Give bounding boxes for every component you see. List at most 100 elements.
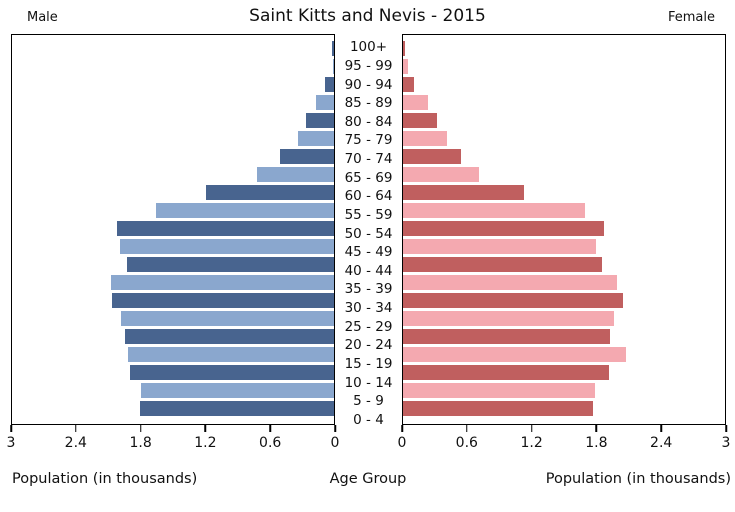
female-bar [403, 40, 406, 56]
female-bar-row [403, 201, 725, 219]
age-group-label: 50 - 54 [344, 225, 393, 242]
age-group-label: 60 - 64 [344, 188, 393, 205]
female-bar [403, 112, 438, 128]
male-bar-row [12, 238, 334, 256]
female-bar-row [403, 57, 725, 75]
x-axis-tick-label: 2.4 [650, 435, 673, 451]
female-bar-row [403, 364, 725, 382]
male-bar-row [12, 93, 334, 111]
male-bar-row [12, 39, 334, 57]
age-group-label: 65 - 69 [344, 169, 393, 186]
male-bar [121, 311, 334, 327]
female-bar-row [403, 219, 725, 237]
male-bar-row [12, 147, 334, 165]
female-bar-row [403, 238, 725, 256]
female-bar [403, 365, 610, 381]
age-group-label: 95 - 99 [344, 57, 393, 74]
male-bar [325, 76, 334, 92]
male-bar-row [12, 382, 334, 400]
x-axis-tick [334, 425, 336, 432]
female-bar-row [403, 129, 725, 147]
female-bar [403, 347, 627, 363]
x-axis-tick [595, 425, 598, 432]
female-axis-caption: Population (in thousands) [545, 471, 731, 487]
female-bar [403, 311, 615, 327]
male-side-label: Male [27, 10, 58, 25]
male-bar-row [12, 183, 334, 201]
female-bar [403, 166, 480, 182]
female-bar [403, 257, 602, 273]
x-axis-tick [401, 425, 403, 432]
age-group-labels: 100+ 95 - 99 90 - 94 85 - 89 80 - 84 75 - 79 7… [336, 34, 401, 435]
female-bar-row [403, 256, 725, 274]
female-bar [403, 184, 525, 200]
male-bar-row [12, 129, 334, 147]
age-group-label: 0 - 4 [353, 411, 384, 428]
female-bar [403, 293, 624, 309]
x-axis-tick-label: 3 [6, 435, 16, 451]
female-bar-row [403, 328, 725, 346]
x-axis-tick [660, 425, 662, 432]
male-bar [126, 257, 334, 273]
male-bar [306, 112, 334, 128]
male-bar-row [12, 346, 334, 364]
male-bar-row [12, 219, 334, 237]
male-bars-panel [11, 34, 335, 425]
x-axis-tick-label: 1.8 [585, 435, 608, 451]
female-bar-row [403, 165, 725, 183]
female-bar [403, 148, 461, 164]
x-axis-tick-label: 1.2 [520, 435, 543, 451]
male-bar-row [12, 274, 334, 292]
male-bar [332, 58, 334, 74]
male-bar [111, 293, 334, 309]
x-axis-tick-label: 3 [721, 435, 731, 451]
x-axis-tick [75, 425, 77, 432]
female-bar-row [403, 382, 725, 400]
chart-title: Saint Kitts and Nevis - 2015 [249, 6, 486, 26]
x-axis-tick-label: 0 [397, 435, 407, 451]
x-axis-tick-label: 2.4 [64, 435, 87, 451]
female-bar [403, 58, 409, 74]
x-axis-tick-label: 1.2 [194, 435, 217, 451]
female-bar-row [403, 310, 725, 328]
male-bar [280, 148, 334, 164]
age-group-label: 40 - 44 [344, 262, 393, 279]
x-axis-tick-label: 0 [330, 435, 340, 451]
male-bar-row [12, 292, 334, 310]
male-bar-row [12, 328, 334, 346]
male-bar [140, 383, 334, 399]
male-bar-row [12, 256, 334, 274]
male-bar-row [12, 400, 334, 418]
age-group-label: 45 - 49 [344, 244, 393, 261]
male-bar [139, 401, 334, 417]
x-axis-tick [530, 425, 533, 432]
age-group-label: 70 - 74 [344, 151, 393, 168]
male-bar-row [12, 364, 334, 382]
age-group-label: 80 - 84 [344, 113, 393, 130]
age-group-label: 5 - 9 [353, 393, 384, 410]
x-axis-tick [139, 425, 142, 432]
male-bar [127, 347, 334, 363]
male-bar [256, 166, 334, 182]
age-group-caption: Age Group [329, 471, 407, 487]
female-bar-row [403, 346, 725, 364]
female-bar-row [403, 183, 725, 201]
age-group-label: 55 - 59 [344, 206, 393, 223]
female-bar [403, 220, 604, 236]
male-bar-row [12, 201, 334, 219]
female-bar-row [403, 400, 725, 418]
male-bar [117, 220, 334, 236]
x-axis-tick [466, 425, 468, 432]
age-group-label: 30 - 34 [344, 300, 393, 317]
x-axis-tick-label: 0.6 [259, 435, 282, 451]
female-bar-row [403, 147, 725, 165]
male-bar [297, 130, 334, 146]
male-bar-row [12, 75, 334, 93]
age-group-label: 85 - 89 [344, 95, 393, 112]
male-bar [110, 275, 334, 291]
age-group-label: 100+ [349, 39, 388, 56]
x-axis-tick [204, 425, 207, 432]
male-bar-row [12, 165, 334, 183]
male-bar [331, 40, 334, 56]
